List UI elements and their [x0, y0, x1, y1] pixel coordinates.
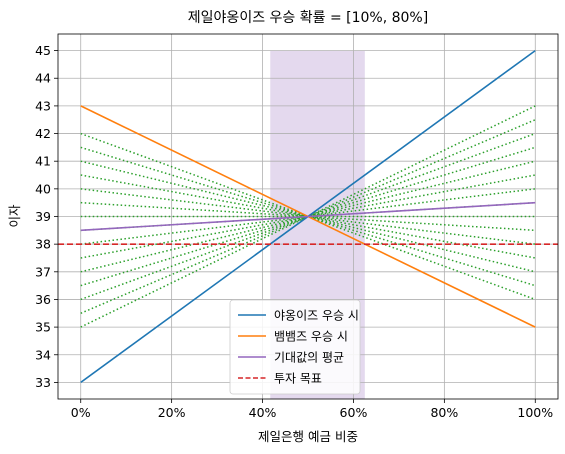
y-tick-label: 33: [35, 375, 51, 390]
y-tick-label: 45: [35, 43, 51, 58]
fan-line: [80, 132, 536, 301]
x-tick-label: 40%: [249, 405, 277, 420]
legend-label: 기대값의 평균: [274, 351, 344, 365]
x-tick-label: 20%: [158, 405, 186, 420]
y-tick-label: 41: [35, 154, 51, 169]
series-line: [80, 201, 536, 232]
x-tick-label: 100%: [517, 405, 553, 420]
fan-line: [80, 174, 536, 259]
y-tick-label: 42: [35, 126, 51, 141]
y-tick-label: 36: [35, 292, 51, 307]
x-axis-label: 제일은행 예금 비중: [258, 429, 358, 444]
y-axis-label: 이자: [7, 204, 22, 228]
y-tick-label: 35: [35, 320, 51, 335]
y-tick-label: 34: [35, 347, 51, 362]
legend-label: 뱀뱀즈 우승 시: [274, 330, 348, 344]
chart-title: 제일야옹이즈 우승 확률 = [10%, 80%]: [188, 10, 428, 26]
y-tick-label: 44: [35, 71, 51, 86]
x-tick-label: 0%: [71, 405, 91, 420]
y-tick-label: 39: [35, 209, 51, 224]
x-tick-label: 60%: [340, 405, 368, 420]
legend-label: 투자 목표: [274, 372, 322, 386]
legend-label: 야옹이즈 우승 시: [274, 309, 359, 323]
y-tick-label: 38: [35, 237, 51, 252]
y-tick-label: 40: [35, 181, 51, 196]
y-tick-label: 43: [35, 98, 51, 113]
legend-box: [229, 299, 361, 395]
y-tick-label: 37: [35, 264, 51, 279]
x-tick-label: 80%: [430, 405, 458, 420]
fan-line: [80, 132, 536, 301]
